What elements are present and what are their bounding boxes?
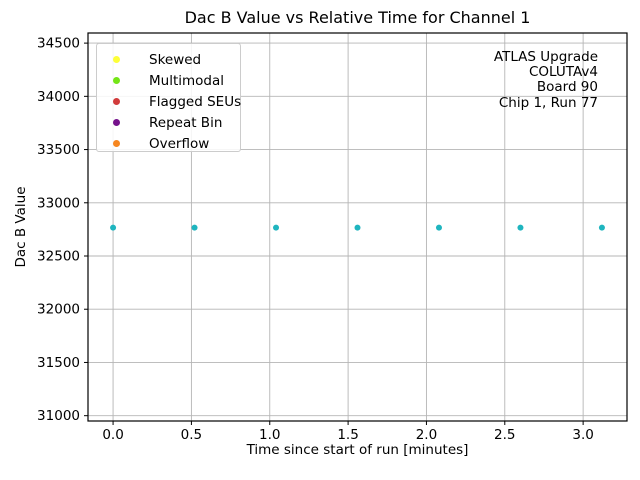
y-tick-label: 31000 <box>37 408 80 424</box>
x-tick-label: 1.5 <box>337 427 358 443</box>
data-point <box>354 224 361 231</box>
y-tick-label: 31500 <box>37 355 80 371</box>
annotation-line: Chip 1, Run 77 <box>498 94 598 111</box>
legend-item-flagged-seus: Flagged SEUs <box>105 91 242 112</box>
x-tick-label: 2.0 <box>416 427 437 443</box>
x-tick-label: 0.0 <box>102 427 123 443</box>
x-axis-label: Time since start of run [minutes] <box>246 442 469 458</box>
plot-border <box>87 32 628 422</box>
legend-item-overflow: Overflow <box>105 133 240 154</box>
data-point <box>598 224 605 231</box>
chart-title: Dac B Value vs Relative Time for Channel… <box>184 8 531 27</box>
legend-label: Repeat Bin <box>149 114 223 131</box>
x-tick-label: 2.5 <box>494 427 515 443</box>
legend: Skewed Multimodal Flagged SEUs Repeat Bi… <box>96 43 241 152</box>
annotation-line: ATLAS Upgrade <box>493 49 598 65</box>
annotation-line: COLUTAv4 <box>528 64 598 81</box>
skewed-marker-icon <box>113 56 120 63</box>
x-tick-label: 1.0 <box>259 427 280 443</box>
run-info-annotation: ATLAS Upgrade COLUTAv4 Board 90 Chip 1, … <box>493 49 598 111</box>
legend-label: Skewed <box>149 51 202 68</box>
y-tick-label: 34000 <box>37 89 80 105</box>
overflow-marker-icon <box>113 140 120 147</box>
repeat-bin-marker-icon <box>113 119 120 126</box>
x-tick-label: 3.0 <box>572 427 593 443</box>
data-point <box>191 224 198 231</box>
data-point <box>435 224 442 231</box>
legend-label: Overflow <box>149 135 210 152</box>
y-tick-label: 32500 <box>37 249 80 265</box>
y-tick-label: 34500 <box>37 36 80 52</box>
data-point <box>273 224 280 231</box>
legend-label: Multimodal <box>149 72 225 89</box>
data-point <box>110 224 117 231</box>
data-point <box>517 224 524 231</box>
multimodal-marker-icon <box>113 77 120 84</box>
legend-item-multimodal: Multimodal <box>105 70 240 91</box>
y-tick-label: 33000 <box>37 195 80 211</box>
x-tick-label: 0.5 <box>181 427 202 443</box>
annotation-line: Board 90 <box>536 79 598 96</box>
legend-item-skewed: Skewed <box>105 49 240 70</box>
legend-item-repeat-bin: Repeat Bin <box>105 112 240 133</box>
flagged-seus-marker-icon <box>113 98 120 105</box>
legend-label: Flagged SEUs <box>149 93 242 110</box>
y-axis-label: Dac B Value <box>13 186 29 268</box>
y-tick-label: 32000 <box>37 302 80 318</box>
y-tick-label: 33500 <box>37 142 80 158</box>
